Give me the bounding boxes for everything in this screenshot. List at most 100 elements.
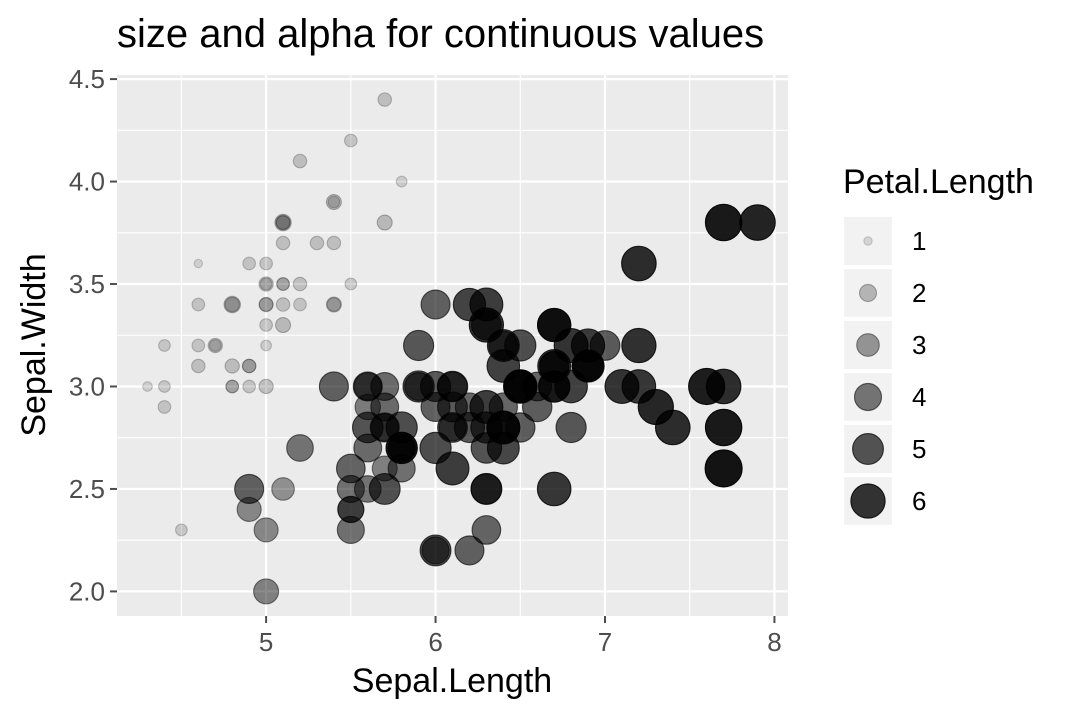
data-point	[241, 358, 257, 374]
data-point	[275, 215, 291, 230]
data-point	[258, 296, 274, 313]
data-point	[225, 379, 240, 394]
data-point	[621, 369, 657, 404]
legend: Petal.Length 1 2 3 4 5 6	[843, 163, 1034, 525]
data-point	[470, 411, 503, 444]
data-point	[253, 578, 280, 605]
chart-title: size and alpha for continuous values	[117, 12, 764, 56]
data-point	[368, 472, 401, 505]
data-point	[271, 477, 295, 501]
x-tick-label: 7	[598, 627, 612, 657]
legend-point	[850, 483, 886, 519]
data-point	[555, 411, 587, 444]
data-point	[275, 316, 292, 334]
data-point	[621, 327, 657, 364]
data-point	[344, 277, 358, 291]
data-point	[419, 534, 452, 567]
data-point	[503, 370, 537, 403]
data-point	[402, 329, 435, 362]
data-point	[377, 92, 392, 107]
data-point	[293, 297, 307, 312]
legend-key	[844, 321, 892, 369]
data-point	[276, 277, 290, 291]
legend-point	[853, 382, 883, 412]
data-point	[175, 523, 188, 537]
data-point	[435, 451, 470, 486]
legend-label: 5	[912, 434, 926, 464]
data-point	[191, 358, 206, 374]
data-point	[225, 379, 240, 394]
major-gridlines	[117, 75, 788, 616]
data-point	[395, 175, 408, 188]
y-axis-title: Sepal.Width	[15, 253, 53, 436]
data-point	[325, 296, 342, 313]
data-point	[335, 453, 366, 484]
x-axis-title: Sepal.Length	[352, 662, 552, 700]
data-point	[191, 338, 206, 353]
data-point	[259, 256, 273, 271]
data-point	[420, 289, 451, 320]
data-point	[739, 204, 776, 241]
legend-point	[863, 236, 873, 246]
data-point	[471, 515, 502, 545]
data-point	[274, 213, 292, 232]
data-point	[208, 339, 222, 352]
data-point	[536, 307, 572, 343]
data-point	[326, 297, 342, 312]
data-point	[193, 258, 204, 269]
data-point	[242, 256, 257, 271]
legend-label: 2	[912, 278, 926, 308]
data-point	[318, 371, 349, 402]
data-point	[309, 235, 325, 251]
legend-point	[852, 433, 884, 465]
data-point	[224, 296, 240, 313]
data-point	[385, 431, 418, 465]
data-point	[292, 153, 308, 169]
legend-point	[858, 283, 878, 303]
data-point	[258, 297, 274, 312]
data-point	[275, 235, 291, 251]
data-point	[242, 379, 257, 394]
legend-label: 6	[912, 486, 926, 516]
legend-key	[844, 269, 892, 317]
legend-key	[844, 217, 892, 265]
data-point	[452, 287, 487, 322]
legend-point	[856, 333, 880, 357]
data-point	[292, 276, 308, 292]
data-point	[241, 358, 257, 374]
x-tick-label: 5	[259, 627, 273, 657]
data-point	[470, 472, 503, 505]
data-point	[402, 370, 435, 403]
data-point	[351, 411, 384, 444]
y-tick-label: 4.5	[69, 64, 105, 94]
y-tick-label: 4.0	[69, 167, 105, 197]
data-point	[207, 337, 223, 354]
y-tick-label: 2.5	[69, 474, 105, 504]
data-point	[158, 339, 171, 352]
data-point	[260, 339, 273, 352]
legend-label: 3	[912, 330, 926, 360]
data-point	[253, 517, 279, 543]
data-point	[704, 408, 743, 447]
data-point	[158, 380, 171, 393]
data-point	[142, 381, 153, 392]
data-point	[327, 195, 341, 209]
data-point	[376, 214, 393, 231]
legend-label: 1	[912, 226, 926, 256]
data-point	[234, 473, 265, 505]
data-point	[325, 194, 342, 211]
data-point	[536, 471, 572, 507]
data-point	[275, 214, 291, 231]
data-point	[157, 400, 172, 414]
data-point	[258, 276, 274, 292]
data-point	[343, 133, 358, 148]
data-point	[275, 297, 291, 312]
data-points	[142, 92, 776, 605]
data-point	[621, 245, 657, 282]
data-point	[191, 297, 206, 312]
x-tick-label: 6	[428, 627, 442, 657]
legend-title: Petal.Length	[843, 163, 1034, 201]
data-point	[454, 535, 485, 566]
data-point	[704, 449, 743, 488]
